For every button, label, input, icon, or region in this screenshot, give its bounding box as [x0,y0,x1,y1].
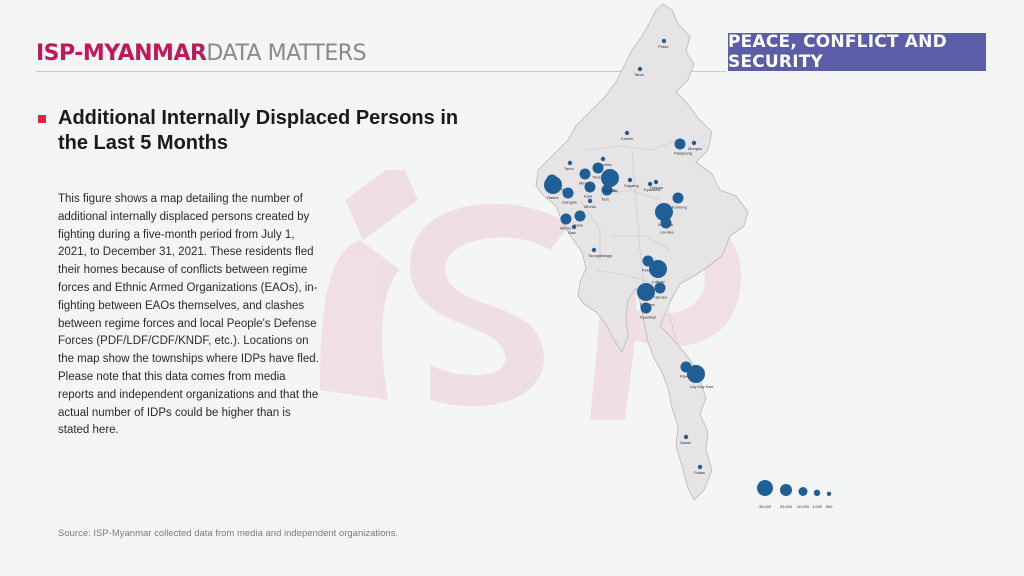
legend-circle-4 [826,491,832,496]
marker-label-pangsang: Pangsang [674,151,692,156]
marker-label-tonzang: Tonzang [592,175,607,180]
legend-circle-2 [798,487,808,496]
marker-label-mingin: Mingin [579,181,591,186]
brand-primary: ISP-MYANMAR [36,41,207,66]
marker-label-minhla: Minhla [584,204,597,209]
marker-lay-kay-kaw [687,365,705,383]
marker-label-dawei: Dawei [680,440,691,445]
myanmar-outline [535,3,749,501]
marker-kyaukme [647,181,653,187]
marker-kunlong [672,192,684,204]
marker-saw [571,224,577,230]
marker-kyunhla [600,156,606,162]
source-note: Source: ISP-Myanmar collected data from … [58,528,399,539]
legend-label-1: 20,000 [780,504,793,509]
marker-dawei [683,434,689,440]
marker-taze [601,184,613,196]
marker-label-kyaukme: Kyaukme [644,187,661,192]
category-badge: PEACE, CONFLICT AND SECURITY [728,32,986,72]
marker-label-ayadaw: Ayadaw [604,188,618,193]
marker-gangaw [562,187,574,199]
marker-pangsang [674,138,686,150]
marker-mingin [579,168,591,180]
marker-label-kani: Kani [584,194,592,199]
marker-label-gangaw: Gangaw [562,200,577,205]
marker-label-kunlong: Kunlong [672,205,687,210]
marker-label-lai-hka: Lai-Hka [660,230,675,235]
marker-mongko [691,140,697,146]
marker-label-mongko: Mongko [688,146,703,151]
marker-minhla [587,198,593,204]
marker-hpruso [654,282,666,294]
marker-tonzang [592,162,604,174]
brand-secondary: DATA MATTERS [206,41,367,66]
title-bullet [38,115,46,123]
marker-kyaukkyi [640,302,652,314]
marker-ayadaw [601,169,619,187]
marker-label-pekon: Pekon [642,268,653,273]
marker-label-minbu: Minbu [560,226,571,231]
description-text: This figure shows a map detailing the nu… [58,193,319,437]
marker-label-kyunhla: Kyunhla [597,162,612,167]
legend-circle-3 [813,489,821,496]
marker-loikaw [649,260,667,278]
marker-label-loikaw: Loikaw [652,279,665,284]
marker-label-sagaing: Sagaing [624,183,639,188]
marker-toungdwingyi [591,247,597,253]
marker-label-pauk: Pauk [574,223,583,228]
marker-label-lay-kay-kaw: Lay Kay Kaw [690,384,713,389]
marker-tanai [637,66,643,72]
marker-palaw [697,464,703,470]
marker-label-toungdwingyi: Toungdwingyi [588,253,612,258]
marker-label-hpruso: Hpruso [654,295,668,300]
legend-circle-0 [757,480,773,496]
marker-demoso [637,283,655,301]
legend-label-0: 30,000 [759,504,772,509]
marker-label-palaw: Palaw [694,470,705,475]
brand-logo: ISP-MYANMARDATA MATTERS [36,41,367,66]
marker-hsipaw [653,179,659,185]
marker-pauk [574,210,586,222]
marker-label-hsipaw: Hsipaw [650,185,663,190]
marker-label-tanai: Tanai [634,72,644,77]
marker-sagaing [627,177,633,183]
legend-label-4: 500 [826,504,833,509]
marker-kani [584,181,596,193]
marker-mongkai [655,203,673,221]
marker-hakha [544,176,562,194]
marker-lai-hka [660,217,672,229]
marker-label-kachin: Kachin [621,136,633,141]
marker-tamu [567,160,573,166]
marker-kachin [624,130,630,136]
legend-label-3: 1,000 [812,504,823,509]
marker-label-tamu: Tamu [564,166,574,171]
legend-marks: 30,000 20,000 10,000 1,000 500 [757,480,833,509]
page-title: Additional Internally Displaced Persons … [58,107,459,154]
marker-label-hakha: Hakha [547,195,559,200]
header-rule [36,71,726,72]
marker-putao [661,38,667,44]
legend-circle-1 [780,484,792,496]
marker-minbu [560,213,572,225]
marker-label-kyaukkyi: Kyaukkyi [640,315,656,320]
marker-label-putao: Putao [658,44,669,49]
legend-label-2: 10,000 [797,504,810,509]
size-legend: 30,000 20,000 10,000 1,000 500 [757,480,833,509]
marker-label-saw: Saw [568,230,576,235]
marker-label-taze: Taze [601,197,610,202]
